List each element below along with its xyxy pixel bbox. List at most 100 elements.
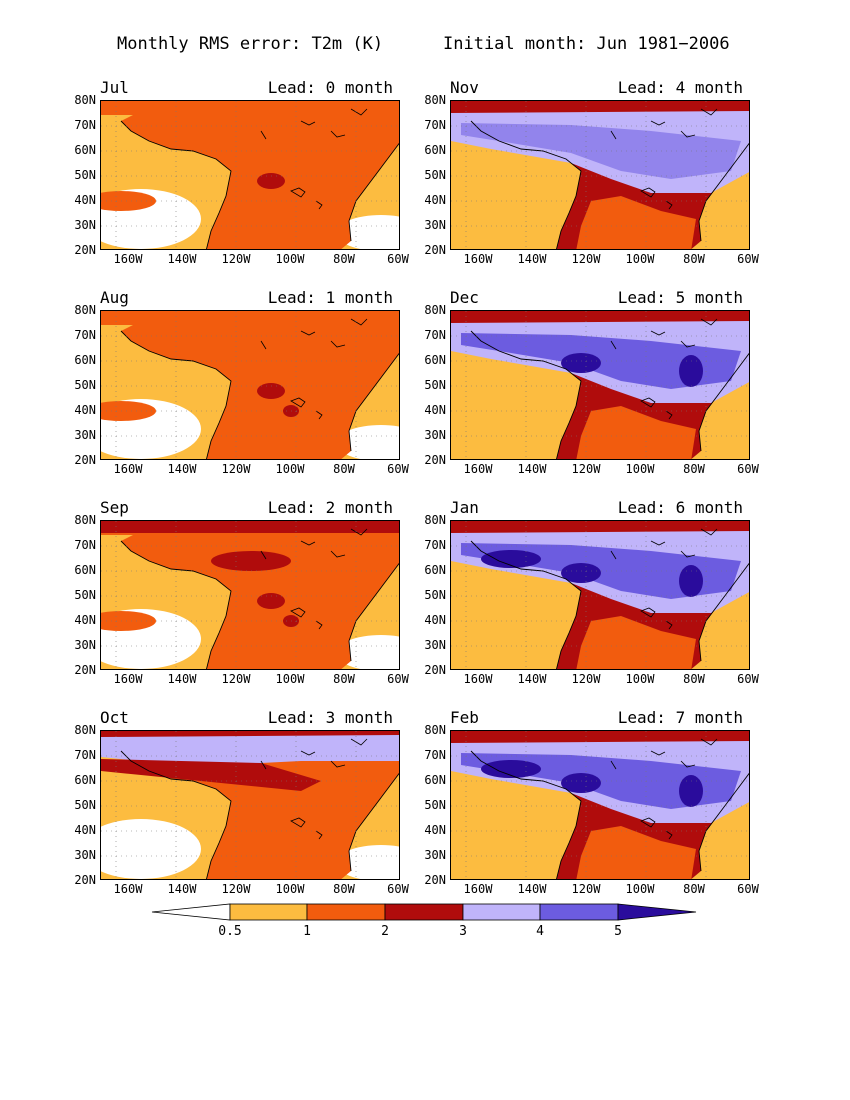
lat-tick-label: 20N (74, 243, 96, 257)
lat-tick-label: 50N (74, 798, 96, 812)
lon-tick-label: 120W (571, 672, 601, 686)
lon-tick-label: 140W (167, 882, 197, 896)
panel-lead-label: Lead: 1 month (267, 288, 393, 307)
lon-tick-label: 120W (221, 672, 251, 686)
lat-tick-label: 60N (424, 563, 446, 577)
lat-tick-label: 40N (424, 403, 446, 417)
lon-tick-label: 160W (113, 882, 143, 896)
lat-tick-label: 60N (424, 143, 446, 157)
colorbar-tick-label: 5 (614, 924, 622, 939)
map-panel (100, 310, 400, 460)
lon-tick-label: 140W (517, 672, 547, 686)
lat-tick-label: 80N (424, 303, 446, 317)
lat-tick-label: 40N (74, 613, 96, 627)
lon-tick-label: 120W (571, 252, 601, 266)
lat-tick-label: 60N (74, 563, 96, 577)
lat-tick-label: 20N (424, 243, 446, 257)
panel-lead-label: Lead: 7 month (617, 708, 743, 727)
lon-tick-label: 80W (333, 462, 355, 476)
lat-tick-label: 30N (74, 218, 96, 232)
lon-tick-label: 60W (737, 672, 759, 686)
map-panel (100, 520, 400, 670)
lon-tick-label: 120W (221, 882, 251, 896)
lon-tick-label: 160W (463, 462, 493, 476)
lat-tick-label: 60N (74, 143, 96, 157)
lon-tick-label: 60W (737, 462, 759, 476)
map-panel (450, 100, 750, 250)
lat-tick-label: 70N (74, 748, 96, 762)
figure-subtitle: Initial month: Jun 1981−2006 (443, 34, 730, 54)
lat-tick-label: 60N (74, 353, 96, 367)
map-panel (100, 100, 400, 250)
panel-month-label: Jan (450, 498, 479, 517)
lon-tick-label: 60W (737, 882, 759, 896)
panel-month-label: Aug (100, 288, 129, 307)
lon-tick-label: 100W (275, 882, 305, 896)
lon-tick-label: 140W (167, 252, 197, 266)
lat-tick-label: 50N (424, 168, 446, 182)
lat-tick-label: 20N (74, 663, 96, 677)
panel-lead-label: Lead: 2 month (267, 498, 393, 517)
lon-tick-label: 80W (683, 882, 705, 896)
lon-tick-label: 140W (517, 252, 547, 266)
lon-tick-label: 60W (387, 252, 409, 266)
lat-tick-label: 80N (424, 723, 446, 737)
panel-lead-label: Lead: 5 month (617, 288, 743, 307)
lon-tick-label: 80W (683, 252, 705, 266)
lon-tick-label: 80W (683, 672, 705, 686)
lon-tick-label: 80W (333, 882, 355, 896)
lat-tick-label: 20N (74, 453, 96, 467)
lat-tick-label: 80N (424, 93, 446, 107)
map-panel (100, 730, 400, 880)
lat-tick-label: 70N (74, 328, 96, 342)
lat-tick-label: 80N (74, 723, 96, 737)
panel-lead-label: Lead: 6 month (617, 498, 743, 517)
map-panel (450, 730, 750, 880)
lon-tick-label: 100W (625, 882, 655, 896)
lat-tick-label: 50N (74, 588, 96, 602)
panel-month-label: Nov (450, 78, 479, 97)
lat-tick-label: 30N (424, 848, 446, 862)
lat-tick-label: 70N (424, 748, 446, 762)
lat-tick-label: 80N (424, 513, 446, 527)
lat-tick-label: 40N (74, 823, 96, 837)
panel-month-label: Dec (450, 288, 479, 307)
lat-tick-label: 30N (74, 638, 96, 652)
colorbar-tick-label: 1 (303, 924, 311, 939)
colorbar-tick-label: 2 (381, 924, 389, 939)
panel-month-label: Feb (450, 708, 479, 727)
lat-tick-label: 20N (424, 663, 446, 677)
colorbar-tick-label: 4 (536, 924, 544, 939)
lon-tick-label: 140W (517, 462, 547, 476)
panel-lead-label: Lead: 3 month (267, 708, 393, 727)
lat-tick-label: 30N (424, 638, 446, 652)
lon-tick-label: 160W (463, 252, 493, 266)
lat-tick-label: 80N (74, 303, 96, 317)
lat-tick-label: 70N (424, 538, 446, 552)
lon-tick-label: 120W (571, 882, 601, 896)
lat-tick-label: 60N (424, 353, 446, 367)
lat-tick-label: 30N (74, 428, 96, 442)
lat-tick-label: 80N (74, 93, 96, 107)
lon-tick-label: 140W (167, 462, 197, 476)
lon-tick-label: 60W (737, 252, 759, 266)
lon-tick-label: 120W (571, 462, 601, 476)
map-panel (450, 520, 750, 670)
lat-tick-label: 70N (424, 118, 446, 132)
lon-tick-label: 60W (387, 672, 409, 686)
lon-tick-label: 160W (463, 882, 493, 896)
lat-tick-label: 30N (424, 428, 446, 442)
lat-tick-label: 50N (74, 378, 96, 392)
panel-month-label: Sep (100, 498, 129, 517)
lat-tick-label: 70N (74, 118, 96, 132)
lon-tick-label: 60W (387, 462, 409, 476)
lon-tick-label: 80W (683, 462, 705, 476)
lat-tick-label: 50N (424, 798, 446, 812)
lon-tick-label: 120W (221, 252, 251, 266)
lon-tick-label: 160W (113, 672, 143, 686)
lon-tick-label: 100W (275, 252, 305, 266)
lon-tick-label: 160W (463, 672, 493, 686)
lat-tick-label: 30N (74, 848, 96, 862)
lat-tick-label: 50N (74, 168, 96, 182)
panel-lead-label: Lead: 4 month (617, 78, 743, 97)
